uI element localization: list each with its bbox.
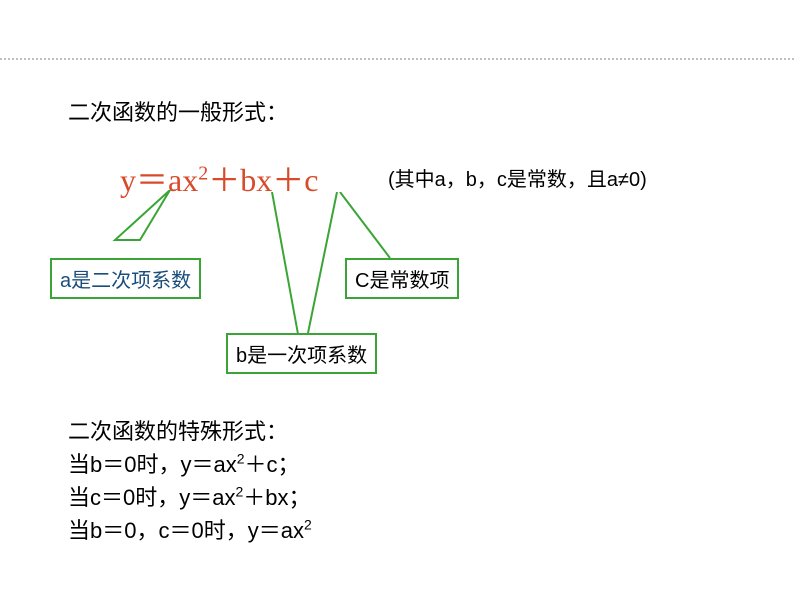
special-form-bc0: 当b＝0，c＝0时，y＝ax2	[68, 514, 312, 547]
special-forms-title: 二次函数的特殊形式：	[68, 415, 312, 448]
callout-constant-c: C是常数项	[345, 258, 459, 299]
special-form-b0: 当b＝0时，y＝ax2＋c；	[68, 448, 312, 481]
quadratic-formula: y＝ax2＋bx＋c	[120, 162, 318, 198]
connector-c2	[290, 192, 350, 335]
callout-coefficient-a: a是二次项系数	[50, 258, 201, 299]
connector-b	[250, 192, 330, 337]
section-title: 二次函数的一般形式：	[68, 95, 288, 127]
callout-coefficient-b: b是一次项系数	[226, 333, 377, 374]
special-form-c0: 当c＝0时，y＝ax2＋bx；	[68, 481, 312, 514]
top-dotted-divider	[0, 58, 794, 60]
connector-c1	[335, 192, 415, 260]
formula-container: y＝ax2＋bx＋c	[120, 155, 318, 201]
formula-condition: (其中a，b，c是常数，且a≠0)	[388, 163, 647, 192]
special-forms-section: 二次函数的特殊形式： 当b＝0时，y＝ax2＋c； 当c＝0时，y＝ax2＋bx…	[68, 415, 312, 547]
